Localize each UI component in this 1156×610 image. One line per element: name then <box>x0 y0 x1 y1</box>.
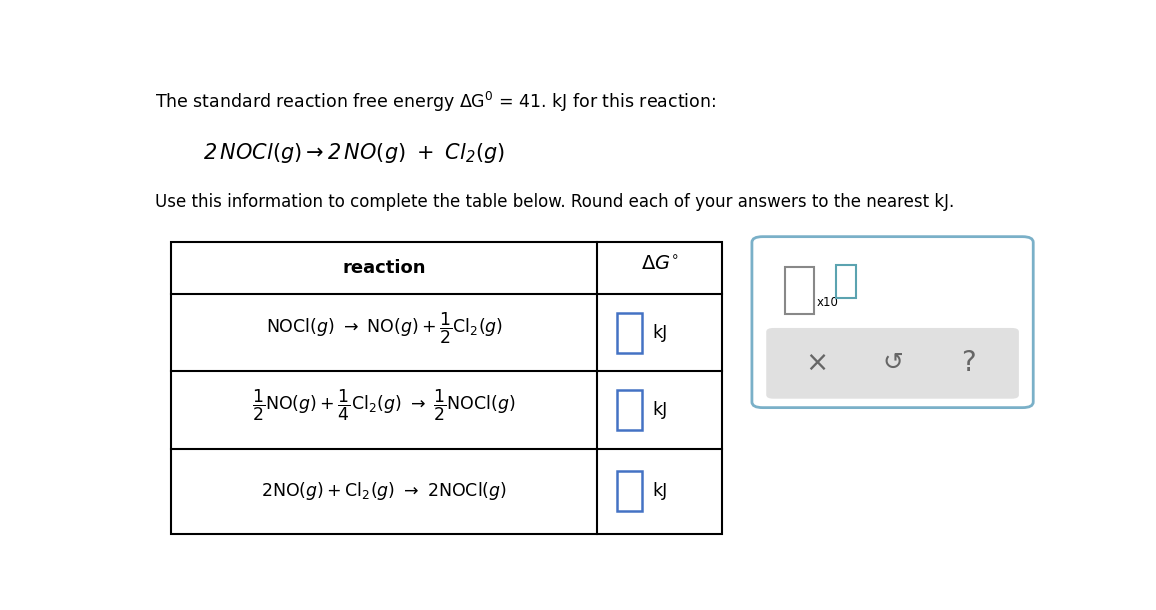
FancyBboxPatch shape <box>766 328 1018 399</box>
Text: kJ: kJ <box>652 483 668 500</box>
Text: $\mathrm{NOCl}(g)\ \rightarrow\ \mathrm{NO}(g) + \dfrac{1}{2}\mathrm{Cl_2}(g)$: $\mathrm{NOCl}(g)\ \rightarrow\ \mathrm{… <box>266 310 503 346</box>
Text: ×: × <box>805 350 828 378</box>
Bar <box>616 472 642 511</box>
Text: kJ: kJ <box>652 401 668 419</box>
Bar <box>171 242 722 534</box>
Bar <box>836 265 855 298</box>
Text: reaction: reaction <box>342 259 425 277</box>
Bar <box>785 267 814 314</box>
Bar <box>616 313 642 353</box>
FancyBboxPatch shape <box>751 237 1033 407</box>
Bar <box>616 390 642 430</box>
Text: x10: x10 <box>816 296 838 309</box>
Text: ?: ? <box>962 350 976 378</box>
Text: Use this information to complete the table below. Round each of your answers to : Use this information to complete the tab… <box>155 193 955 211</box>
Text: $\mathregular{2\,NOCl}$$(g)$$\mathregular{\rightarrow 2\,NO}$$(g)$$\mathregular{: $\mathregular{2\,NOCl}$$(g)$$\mathregula… <box>202 142 505 165</box>
Text: ↺: ↺ <box>882 351 903 375</box>
Text: kJ: kJ <box>652 324 668 342</box>
Text: $\dfrac{1}{2}\mathrm{NO}(g) + \dfrac{1}{4}\mathrm{Cl_2}(g)\ \rightarrow\ \dfrac{: $\dfrac{1}{2}\mathrm{NO}(g) + \dfrac{1}{… <box>252 388 516 423</box>
Text: The standard reaction free energy $\mathregular{\Delta G^0}$ = 41. kJ for this r: The standard reaction free energy $\math… <box>155 90 717 113</box>
Text: $\mathrm{2NO}(g) + \mathrm{Cl_2}(g)\ \rightarrow\ \mathrm{2NOCl}(g)$: $\mathrm{2NO}(g) + \mathrm{Cl_2}(g)\ \ri… <box>261 480 507 502</box>
Text: $\Delta G^{\circ}$: $\Delta G^{\circ}$ <box>640 255 679 274</box>
